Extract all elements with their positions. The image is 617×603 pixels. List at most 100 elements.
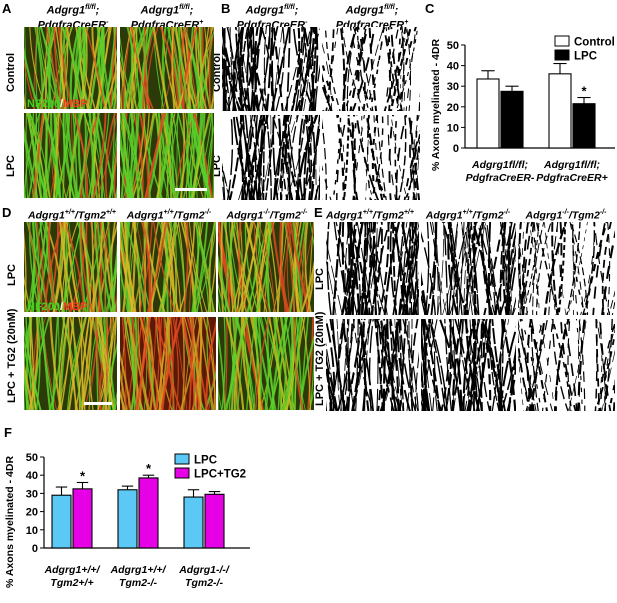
y-tick-label: 40: [447, 61, 459, 73]
texture-svg: [120, 317, 216, 410]
panel-d-row-label-lpc-tg2: LPC + TG2 (20nM): [6, 308, 18, 403]
binary-b-lpc-cre-neg: [222, 115, 320, 200]
binary-e-tg2-wt: [326, 319, 419, 411]
category-label: Tgm2-/-: [119, 577, 157, 589]
legend-label: LPC+TG2: [194, 469, 246, 481]
category-label: Adgrg1fl/fl;: [471, 159, 528, 171]
legend-swatch: [554, 35, 570, 47]
panel-e-header-2: Adgrg1+/+/Tgm2-/-: [425, 209, 511, 222]
texture-svg: [24, 317, 117, 410]
bar: [476, 78, 500, 149]
panel-d-header-2: Adgrg1+/+/Tgm2-/-: [126, 209, 212, 222]
binary-e-lpc-dko: [518, 222, 615, 315]
category-label: Adgrg1-/-/: [178, 564, 230, 576]
y-tick-label: 20: [447, 102, 459, 114]
legend-label: LPC: [574, 51, 597, 63]
category-label: Tgm2-/-: [185, 577, 223, 589]
bar: [117, 489, 138, 549]
y-tick-label: 40: [26, 470, 38, 482]
y-tick-label: 0: [32, 543, 38, 555]
y-tick-label: 10: [26, 525, 38, 537]
y-tick-label: 10: [447, 122, 459, 134]
texture-svg: [120, 27, 214, 109]
chart-c: 0 10 20 30 40 50 % Axons myelinated - 4DR Adgrg…: [425, 10, 617, 205]
legend-label: LPC: [194, 455, 217, 467]
chart-f: 0 10 20 30 40 50 % Axons myelinated - 4DR Adgrg…: [0, 432, 260, 598]
panel-a-stain-label: NF200/MBP: [27, 98, 88, 110]
panel-label-c: C: [425, 1, 435, 16]
texture-svg: [222, 27, 320, 111]
category-label: PdgfraCreER-: [466, 172, 535, 184]
panel-d-header-3: Adgrg1-/-/Tgm2-/-: [226, 209, 308, 222]
panel-a-row-label-lpc: LPC: [5, 155, 17, 177]
panel-e-row-label-lpc: LPC: [314, 268, 326, 290]
panel-d-header-1: Adgrg1+/+/Tgm2+/+: [28, 209, 116, 222]
category-label: Adgrg1+/+/: [110, 564, 167, 576]
micrograph-a-lpc-cre-pos: [120, 113, 214, 198]
significance-marker: *: [146, 461, 152, 476]
significance-marker: *: [581, 84, 587, 99]
scale-bar-d: [84, 402, 112, 405]
micrograph-d-lpc-tgm2ko: [120, 222, 216, 312]
significance-marker: *: [80, 468, 86, 483]
y-tick-label: 50: [26, 452, 38, 464]
y-axis-label: % Axons myelinated - 4DR: [430, 39, 442, 171]
binary-e-tg2-tgm2ko: [421, 319, 516, 411]
panel-label-f: F: [4, 425, 12, 440]
texture-svg: [421, 222, 516, 315]
micrograph-d-tg2-wt: [24, 317, 117, 410]
bar: [138, 477, 159, 549]
bar: [183, 496, 204, 549]
category-label: Adgrg1+/+/: [44, 564, 101, 576]
chart-c-svg: 0 10 20 30 40 50 % Axons myelinated - 4DR Adgrg…: [430, 35, 617, 184]
micrograph-a-control-cre-pos: [120, 27, 214, 109]
micrograph-d-tg2-tgm2ko: [120, 317, 216, 410]
bar: [51, 494, 72, 549]
binary-e-lpc-tgm2ko: [421, 222, 516, 315]
legend-swatch: [174, 467, 190, 479]
legend-swatch: [174, 453, 190, 465]
y-tick-label: 0: [453, 143, 459, 155]
texture-svg: [326, 222, 419, 315]
y-tick-label: 50: [447, 40, 459, 52]
y-axis-label: % Axons myelinated - 4DR: [4, 456, 16, 588]
y-tick-label: 30: [26, 488, 38, 500]
texture-svg: [518, 222, 615, 315]
panel-label-a: A: [2, 1, 12, 16]
panel-d-row-label-lpc: LPC: [6, 264, 18, 286]
texture-svg: [24, 113, 117, 198]
texture-svg: [24, 27, 117, 109]
binary-b-lpc-cre-pos: [322, 115, 420, 200]
binary-e-tg2-dko: [518, 319, 615, 411]
panel-a-row-label-control: Control: [5, 52, 17, 92]
texture-svg: [421, 319, 516, 411]
micrograph-d-lpc-dko: [218, 222, 314, 312]
bar: [72, 488, 93, 549]
micrograph-a-control-cre-neg: [24, 27, 117, 109]
category-label: Adgrg1fl/fl;: [543, 159, 600, 171]
panel-e-header-3: Adgrg1-/-/Tgm2-/-: [525, 209, 607, 222]
texture-svg: [218, 317, 314, 410]
scale-bar-a: [175, 188, 207, 191]
micrograph-a-lpc-cre-neg: [24, 113, 117, 198]
bar: [204, 493, 225, 549]
micrograph-d-lpc-wt: [24, 222, 117, 312]
texture-svg: [518, 319, 615, 411]
texture-svg: [322, 115, 420, 200]
y-tick-label: 30: [447, 81, 459, 93]
panel-d-stain-label: NF200/MBP: [27, 301, 88, 313]
texture-svg: [24, 222, 117, 312]
bar: [500, 90, 524, 149]
y-tick-label: 20: [26, 507, 38, 519]
micrograph-d-tg2-dko: [218, 317, 314, 410]
texture-svg: [218, 222, 314, 312]
texture-svg: [120, 222, 216, 312]
bar: [572, 103, 596, 149]
panel-label-d: D: [2, 205, 12, 220]
category-label: PdgfraCreER+: [536, 172, 607, 184]
chart-f-svg: 0 10 20 30 40 50 % Axons myelinated - 4DR Adgrg…: [4, 452, 250, 589]
texture-svg: [326, 319, 419, 411]
category-label: Tgm2+/+: [50, 577, 93, 589]
binary-b-control-cre-neg: [222, 27, 320, 111]
texture-svg: [322, 27, 420, 111]
